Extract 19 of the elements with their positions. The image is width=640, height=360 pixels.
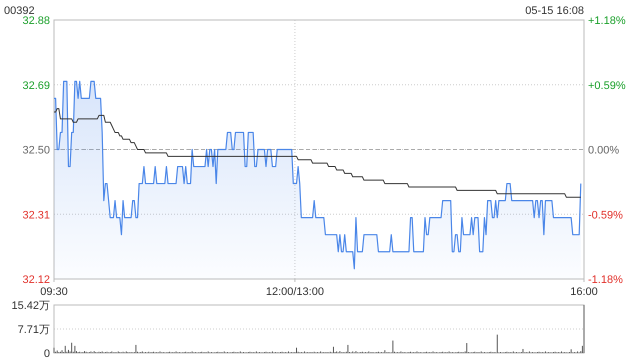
- line-series: [54, 108, 582, 198]
- y2-tick-label: -0.59%: [588, 209, 624, 222]
- x-tick-label: 12:00/13:00: [266, 286, 324, 298]
- chart-title: 00392: [4, 5, 35, 17]
- y-tick-label: 0: [44, 348, 50, 360]
- y-tick-label: 32.12: [22, 274, 50, 286]
- y-tick-label: 15.42万: [11, 300, 50, 312]
- y-tick-label: 32.88: [22, 15, 50, 27]
- y-tick-label: 32.31: [22, 209, 50, 222]
- y2-tick-label: +0.59%: [588, 80, 626, 92]
- y-tick-label: 7.71万: [18, 324, 50, 336]
- y2-tick-label: 0.00%: [588, 144, 620, 156]
- y2-tick-label: -1.18%: [588, 274, 624, 286]
- y2-tick-label: +1.18%: [588, 15, 626, 27]
- y-tick-label: 32.50: [22, 144, 50, 156]
- x-tick-label: 09:30: [40, 286, 68, 298]
- y-tick-label: 32.69: [22, 80, 50, 92]
- x-tick-label: 16:00: [570, 286, 598, 298]
- chart-subtitle: 05-15 16:08: [525, 5, 584, 17]
